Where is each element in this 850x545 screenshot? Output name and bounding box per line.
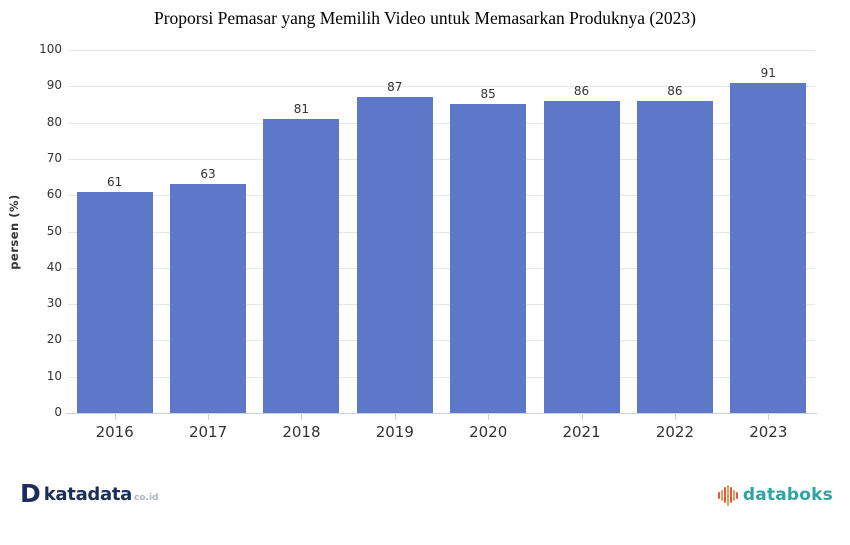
databoks-logo-text: databoks bbox=[742, 485, 833, 505]
gridline-90 bbox=[68, 86, 815, 88]
bar-2017[interactable] bbox=[170, 184, 247, 413]
bar-value-label-2022: 86 bbox=[667, 83, 683, 98]
y-tick-label-100: 100 bbox=[39, 42, 62, 56]
chart-title: Proporsi Pemasar yang Memilih Video untu… bbox=[153, 8, 696, 28]
bar-2021[interactable] bbox=[543, 100, 620, 413]
plot-area: 61 63 81 87 85 86 86 91 bbox=[68, 50, 815, 413]
databoks-icon-bar bbox=[720, 489, 723, 501]
bar-value-label-2016: 61 bbox=[107, 174, 123, 189]
x-tick-2020 bbox=[488, 414, 490, 420]
gridline-20 bbox=[68, 340, 815, 342]
databoks-icon-bar bbox=[723, 487, 726, 503]
bar-value-label-2019: 87 bbox=[387, 80, 403, 95]
x-tick-label-2020: 2020 bbox=[469, 423, 508, 441]
x-tick-2018 bbox=[301, 414, 303, 420]
bar-2020[interactable] bbox=[450, 104, 527, 413]
x-tick-2016 bbox=[114, 414, 116, 420]
databoks-icon-bar bbox=[732, 489, 735, 501]
gridline-60 bbox=[68, 195, 815, 197]
bar-value-label-2020: 85 bbox=[480, 87, 496, 102]
databoks-icon-bar bbox=[717, 491, 720, 499]
x-tick-2019 bbox=[394, 414, 396, 420]
y-tick-label-20: 20 bbox=[46, 332, 62, 347]
footer: D katadata co.id databoks bbox=[0, 478, 850, 518]
y-tick-label-0: 0 bbox=[54, 405, 62, 419]
gridline-30 bbox=[68, 304, 815, 306]
x-tick-label-2018: 2018 bbox=[282, 423, 321, 441]
katadata-logo-suffix: co.id bbox=[134, 492, 159, 503]
databoks-icon-bar bbox=[729, 487, 732, 503]
katadata-d-icon: D bbox=[20, 479, 41, 508]
y-tick-label-40: 40 bbox=[46, 259, 62, 274]
x-tick-label-2016: 2016 bbox=[95, 423, 134, 441]
katadata-logo-text: katadata bbox=[43, 483, 133, 505]
bar-2023[interactable] bbox=[730, 82, 807, 413]
bar-value-label-2021: 86 bbox=[573, 83, 590, 98]
databoks-logo[interactable]: databoks bbox=[717, 483, 833, 507]
y-tick-label-60: 60 bbox=[46, 187, 62, 202]
y-tick-label-50: 50 bbox=[46, 223, 62, 238]
x-tick-2017 bbox=[208, 414, 210, 420]
databoks-icon-bar bbox=[726, 484, 729, 506]
gridline-80 bbox=[68, 122, 815, 124]
y-tick-label-70: 70 bbox=[46, 150, 62, 165]
gridline-10 bbox=[68, 376, 815, 378]
x-tick-label-2023: 2023 bbox=[749, 423, 788, 441]
y-tick-label-90: 90 bbox=[46, 78, 62, 93]
gridline-40 bbox=[68, 267, 815, 269]
x-tick-2021 bbox=[581, 414, 583, 420]
x-tick-label-2019: 2019 bbox=[375, 423, 414, 441]
x-tick-2023 bbox=[768, 414, 770, 420]
x-tick-label-2022: 2022 bbox=[655, 423, 695, 441]
gridline-70 bbox=[68, 158, 815, 160]
y-tick-label-80: 80 bbox=[46, 114, 62, 129]
x-tick-label-2021: 2021 bbox=[562, 423, 601, 441]
y-tick-label-10: 10 bbox=[46, 368, 62, 383]
x-tick-2022 bbox=[674, 414, 676, 420]
bar-value-label-2017: 63 bbox=[200, 167, 216, 182]
gridline-50 bbox=[68, 231, 815, 233]
x-axis-line bbox=[66, 413, 817, 414]
bar-value-label-2023: 91 bbox=[760, 65, 776, 80]
databoks-icon-bar bbox=[735, 491, 738, 499]
bar-2019[interactable] bbox=[356, 97, 433, 413]
bar-2018[interactable] bbox=[263, 118, 340, 413]
databoks-bars-icon bbox=[717, 483, 739, 507]
x-tick-label-2017: 2017 bbox=[188, 423, 228, 441]
bar-value-label-2018: 81 bbox=[293, 101, 310, 116]
katadata-logo[interactable]: D katadata co.id bbox=[20, 479, 159, 508]
y-tick-label-30: 30 bbox=[46, 296, 62, 311]
bar-2016[interactable] bbox=[76, 191, 153, 413]
gridline-100 bbox=[68, 50, 815, 51]
bar-2022[interactable] bbox=[636, 100, 713, 413]
